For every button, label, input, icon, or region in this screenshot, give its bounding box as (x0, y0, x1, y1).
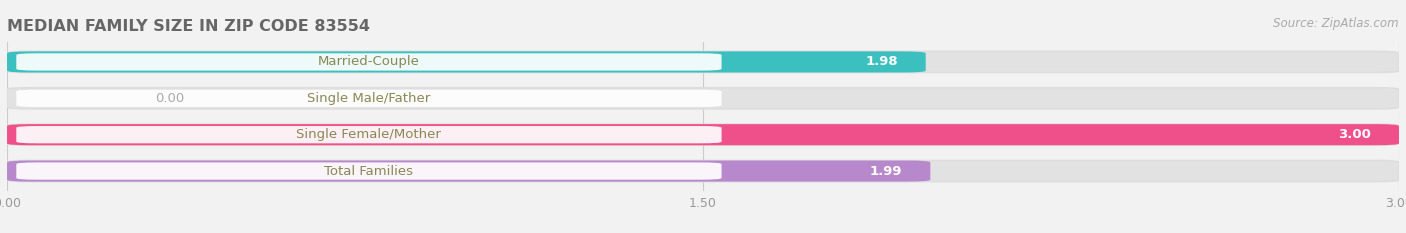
Text: 1.98: 1.98 (865, 55, 898, 69)
Text: 0.00: 0.00 (156, 92, 184, 105)
Text: Source: ZipAtlas.com: Source: ZipAtlas.com (1274, 17, 1399, 30)
Text: Single Male/Father: Single Male/Father (308, 92, 430, 105)
FancyBboxPatch shape (7, 51, 1399, 72)
FancyBboxPatch shape (7, 51, 925, 72)
FancyBboxPatch shape (17, 90, 721, 107)
Text: Single Female/Mother: Single Female/Mother (297, 128, 441, 141)
FancyBboxPatch shape (7, 161, 931, 182)
FancyBboxPatch shape (7, 161, 1399, 182)
Text: Total Families: Total Families (325, 164, 413, 178)
Text: Married-Couple: Married-Couple (318, 55, 420, 69)
FancyBboxPatch shape (17, 53, 721, 71)
Text: 1.99: 1.99 (870, 164, 903, 178)
FancyBboxPatch shape (17, 162, 721, 180)
FancyBboxPatch shape (7, 124, 1399, 145)
FancyBboxPatch shape (7, 124, 1399, 145)
FancyBboxPatch shape (7, 88, 1399, 109)
Text: 3.00: 3.00 (1339, 128, 1371, 141)
FancyBboxPatch shape (17, 126, 721, 143)
Text: MEDIAN FAMILY SIZE IN ZIP CODE 83554: MEDIAN FAMILY SIZE IN ZIP CODE 83554 (7, 19, 370, 34)
